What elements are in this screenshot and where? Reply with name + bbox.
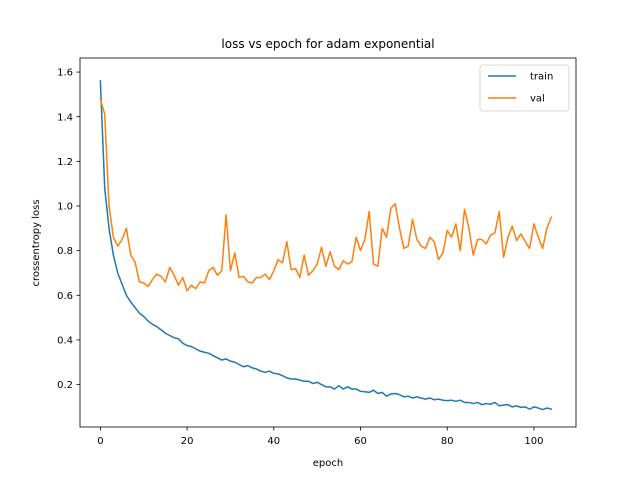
- series-line-val: [99, 97, 553, 292]
- series-line-train: [99, 80, 553, 411]
- x-tick-label: 0: [97, 436, 103, 447]
- x-tick-label: 60: [354, 436, 367, 447]
- y-tick-label: 0.6: [57, 291, 73, 302]
- y-tick-label: 1.2: [57, 157, 73, 168]
- legend-label-train: train: [530, 72, 553, 83]
- y-tick-label: 1.6: [57, 68, 73, 79]
- y-tick-label: 0.8: [57, 246, 73, 257]
- legend-label-val: val: [530, 94, 545, 105]
- plot-area: 0 20 40 60 80 100 0.2 0.4 0.6 0.8 1.0 1.2 1.4 1.6 trai…: [57, 57, 577, 447]
- y-tick-label: 0.2: [57, 380, 73, 391]
- x-tick-label: 80: [441, 436, 454, 447]
- y-axis-label: crossentropy loss: [31, 199, 42, 286]
- legend-box: [479, 64, 570, 112]
- plot-frame: [79, 57, 577, 428]
- x-tick-label: 20: [181, 436, 194, 447]
- x-tick-label: 100: [524, 436, 543, 447]
- x-axis-label: epoch: [313, 458, 343, 469]
- y-tick-label: 1.4: [57, 112, 73, 123]
- chart-title: loss vs epoch for adam exponential: [221, 37, 434, 51]
- y-tick-label: 0.4: [57, 336, 73, 347]
- x-tick-label: 40: [267, 436, 280, 447]
- y-tick-label: 1.0: [57, 202, 73, 213]
